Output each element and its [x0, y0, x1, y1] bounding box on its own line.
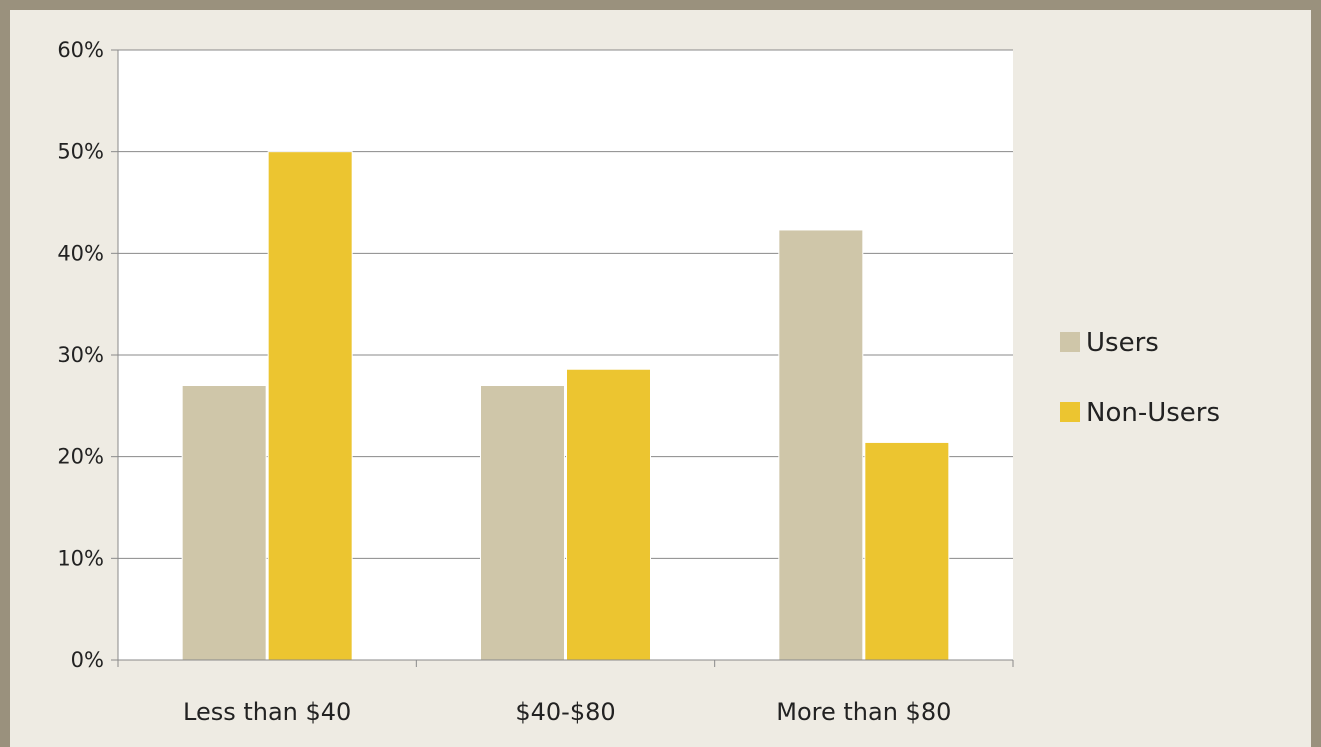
- chart-frame: 0% 10% 20% 30% 40% 50% 60% Less than $40 $40-$8…: [10, 10, 1311, 747]
- axes: [111, 49, 1014, 667]
- x-axis-category-labels: Less than $40 $40-$80 More than $80: [183, 698, 951, 726]
- bar-non-users-2: [566, 368, 651, 661]
- bar-non-users-1: [267, 151, 353, 661]
- y-tick-label: 10%: [57, 546, 104, 570]
- legend-swatch-users: [1060, 332, 1080, 352]
- bars: [181, 151, 950, 661]
- y-tick-label: 20%: [57, 445, 104, 469]
- x-category-label: More than $80: [776, 698, 951, 726]
- y-tick-label: 30%: [57, 343, 104, 367]
- y-tick-label: 60%: [57, 38, 104, 62]
- bar-users-1: [181, 385, 267, 661]
- y-tick-label: 0%: [71, 648, 104, 672]
- legend-swatch-non-users: [1060, 402, 1080, 422]
- legend-label-non-users: Non-Users: [1086, 398, 1220, 428]
- y-tick-label: 50%: [57, 140, 104, 164]
- y-tick-label: 40%: [57, 241, 104, 265]
- bar-users-2: [480, 385, 565, 661]
- x-category-label: Less than $40: [183, 698, 351, 726]
- y-axis-tick-labels: 0% 10% 20% 30% 40% 50% 60%: [57, 38, 104, 672]
- x-category-label: $40-$80: [515, 698, 615, 726]
- legend: Users Non-Users: [1060, 328, 1220, 428]
- bar-users-3: [778, 229, 864, 661]
- legend-label-users: Users: [1086, 328, 1159, 358]
- bar-non-users-3: [864, 441, 950, 661]
- gridlines: [118, 49, 1013, 559]
- bar-chart: 0% 10% 20% 30% 40% 50% 60% Less than $40 $40-$8…: [57, 38, 1220, 726]
